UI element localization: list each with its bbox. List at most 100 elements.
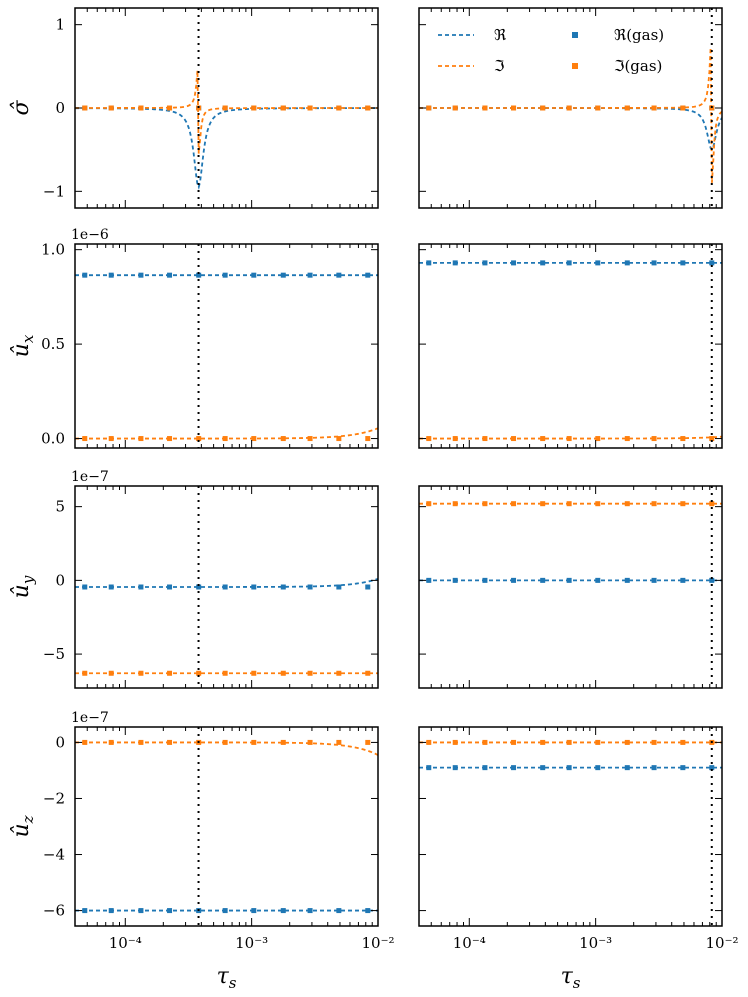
y-offset-label: 1e−6 [71,227,109,243]
x-tick-label: 10⁻⁴ [453,934,486,952]
y-tick-label: 0.0 [41,430,65,448]
gas-marker-imag [138,105,144,111]
y-axis-title-main: σ̂ [9,100,34,116]
gas-marker-imag [108,739,114,745]
y-tick-label: 5 [55,498,65,516]
x-tick-label: 10⁻² [705,934,738,952]
gas-marker-imag [82,670,88,676]
gas-marker-imag [365,739,371,745]
gas-marker-imag [365,670,371,676]
gas-marker-real [365,908,371,914]
gas-marker-imag [108,670,114,676]
gas-marker-real [540,260,546,266]
gas-marker-imag [482,739,488,745]
gas-marker-real [222,584,228,590]
panel-r2-c0: −5 0 5 [43,485,379,689]
gas-marker-real [251,584,257,590]
gas-marker-imag [566,501,572,507]
gas-marker-imag [280,670,286,676]
panel-r0-c0: −1 0 1 [43,7,379,209]
gas-marker-imag [307,739,313,745]
gas-marker-real [540,577,546,583]
gas-marker-imag [680,436,686,442]
gas-marker-imag [540,105,546,111]
x-tick-label: 10⁻² [361,934,394,952]
y-tick-label: 1.0 [41,241,65,259]
gas-marker-imag [251,105,257,111]
gas-marker-real [196,272,202,278]
y-tick-label: −2 [43,789,65,807]
gas-marker-real [709,765,715,771]
gas-marker-imag [651,501,657,507]
gas-marker-real [82,272,88,278]
x-axis-title-sub: s [573,974,581,992]
gas-marker-real [624,577,630,583]
gas-marker-real [82,908,88,914]
series-line-imag [75,427,378,440]
legend-label: ℜ [494,26,507,44]
y-axis-title: ûx [9,334,37,357]
gas-marker-imag [222,105,228,111]
y-tick-label: −5 [43,645,65,663]
gas-marker-real [336,908,342,914]
series-line-imag [419,435,722,440]
gas-marker-imag [138,670,144,676]
gas-marker-real [511,765,517,771]
gas-marker-real [595,765,601,771]
y-axis-title-sub: x [19,334,37,343]
gas-marker-imag [365,436,371,442]
gas-marker-imag [108,436,114,442]
gas-marker-imag [511,739,517,745]
gas-marker-real [482,260,488,266]
legend-label: ℑ(gas) [614,57,662,75]
panel-frame [74,726,379,927]
gas-marker-imag [624,436,630,442]
gas-marker-real [511,260,517,266]
x-axis-title-sub: s [229,974,237,992]
gas-marker-imag [624,739,630,745]
gas-marker-imag [426,105,432,111]
panel-frame [418,485,723,689]
gas-marker-imag [365,105,371,111]
gas-marker-imag [167,105,173,111]
y-axis-title: ûz [9,815,37,837]
gas-marker-real [280,908,286,914]
y-tick-label: 0.5 [41,335,65,353]
gas-marker-imag [196,436,202,442]
gas-marker-imag [482,105,488,111]
panel-frame [418,243,723,449]
gas-marker-real [251,908,257,914]
y-tick-label: 0 [55,733,65,751]
gas-marker-real [82,584,88,590]
gas-marker-real [452,260,458,266]
gas-marker-imag [624,501,630,507]
series-line-real [419,107,722,152]
gas-marker-imag [452,739,458,745]
gas-marker-real [566,260,572,266]
gas-marker-imag [138,436,144,442]
gas-marker-imag [251,670,257,676]
gas-marker-real [680,260,686,266]
gas-marker-imag [336,739,342,745]
gas-marker-real [307,908,313,914]
gas-marker-imag [680,739,686,745]
gas-marker-imag [251,436,257,442]
gas-marker-real [624,260,630,266]
gas-marker-real [540,765,546,771]
legend-label: ℜ(gas) [614,26,664,44]
gas-marker-imag [196,670,202,676]
gas-marker-imag [482,436,488,442]
gas-marker-real [280,584,286,590]
panel-frame [74,485,379,689]
gas-marker-real [108,584,114,590]
gas-marker-imag [680,105,686,111]
gas-marker-real [138,584,144,590]
gas-marker-real [222,272,228,278]
y-tick-label: −4 [43,846,65,864]
x-axis-title: τs [561,964,581,992]
gas-marker-real [651,260,657,266]
gas-marker-imag [108,105,114,111]
gas-marker-imag [511,501,517,507]
gas-marker-imag [336,670,342,676]
